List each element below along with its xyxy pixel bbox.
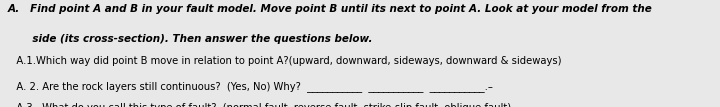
Text: A. 2. Are the rock layers still continuous?  (Yes, No) Why?  ___________  ______: A. 2. Are the rock layers still continuo… — [7, 81, 493, 92]
Text: A.   Find point A and B in your fault model. Move point B until its next to poin: A. Find point A and B in your fault mode… — [7, 4, 652, 14]
Text: A.1.Which way did point B move in relation to point A?(upward, downward, sideway: A.1.Which way did point B move in relati… — [7, 56, 562, 66]
Text: side (its cross-section). Then answer the questions below.: side (its cross-section). Then answer th… — [7, 34, 373, 44]
Text: A.3.  What do you call this type of fault?  (normal fault, reverse fault, strike: A.3. What do you call this type of fault… — [7, 103, 511, 107]
